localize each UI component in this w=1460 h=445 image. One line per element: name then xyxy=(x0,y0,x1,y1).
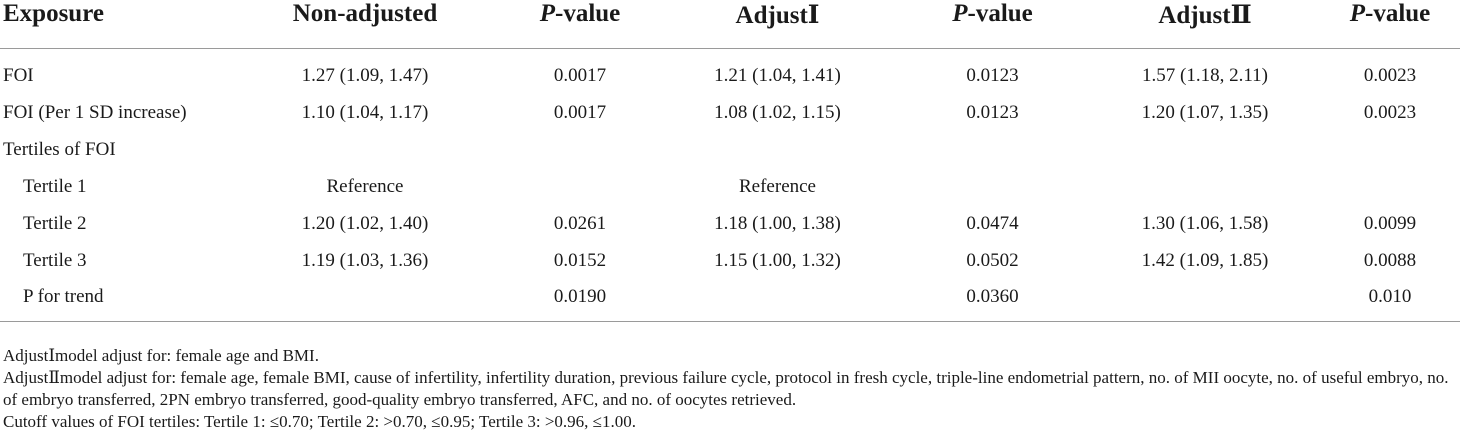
footnote-adjust-2: AdjustⅡmodel adjust for: female age, fem… xyxy=(3,368,1449,409)
header-exposure: Exposure xyxy=(3,0,104,27)
row-label: Tertile 3 xyxy=(23,249,87,271)
table-cell xyxy=(1090,168,1320,205)
footnote-adjust-1: AdjustⅠmodel adjust for: female age and … xyxy=(3,346,319,365)
table-cell: 1.18 (1.00, 1.38) xyxy=(714,212,841,234)
table-row: Tertile 2 1.20 (1.02, 1.40) 0.0261 1.18 … xyxy=(0,205,1460,242)
table-cell: 0.010 xyxy=(1368,285,1412,307)
table-cell: 0.0261 xyxy=(553,212,607,234)
row-label: Tertiles of FOI xyxy=(3,138,116,160)
table-cell: 0.0023 xyxy=(1363,65,1417,87)
table-cell: 1.10 (1.04, 1.17) xyxy=(301,101,429,123)
table-cell: 1.57 (1.18, 2.11) xyxy=(1142,65,1268,87)
table-cell: 0.0190 xyxy=(553,285,607,307)
table-cell: 1.15 (1.00, 1.32) xyxy=(714,249,841,271)
table-footnotes: AdjustⅠmodel adjust for: female age and … xyxy=(3,345,1453,433)
table-row: Tertiles of FOI xyxy=(0,131,1460,168)
table-cell: 0.0474 xyxy=(966,212,1019,234)
header-adjust-1: AdjustⅠ xyxy=(735,2,820,29)
table-cell xyxy=(500,168,660,205)
row-label: FOI (Per 1 SD increase) xyxy=(3,101,187,123)
table-cell: 0.0360 xyxy=(966,285,1019,307)
table-cell: 1.42 (1.09, 1.85) xyxy=(1141,249,1269,271)
row-label: Tertile 2 xyxy=(23,212,87,234)
table-cell: 0.0017 xyxy=(553,101,607,123)
results-table-container: Exposure Non-adjusted P-value AdjustⅠ P-… xyxy=(0,0,1460,321)
table-cell: 0.0099 xyxy=(1363,212,1417,234)
header-p-value-3: P-value xyxy=(1349,0,1431,27)
table-cell: Reference xyxy=(326,175,404,197)
table-cell xyxy=(230,131,500,168)
table-row: Tertile 1 Reference Reference xyxy=(0,168,1460,205)
table-cell xyxy=(895,131,1090,168)
table-cell xyxy=(1320,168,1460,205)
row-label: FOI xyxy=(3,65,34,87)
header-adjust-2: AdjustⅡ xyxy=(1158,2,1252,29)
table-cell xyxy=(660,131,895,168)
table-cell: 1.20 (1.02, 1.40) xyxy=(301,212,429,234)
table-cell: 0.0502 xyxy=(966,249,1019,271)
table-cell: 1.30 (1.06, 1.58) xyxy=(1141,212,1269,234)
table-cell: 1.20 (1.07, 1.35) xyxy=(1141,101,1269,123)
table-cell: 1.21 (1.04, 1.41) xyxy=(714,65,841,87)
table-cell xyxy=(1320,131,1460,168)
table-cell xyxy=(230,279,500,321)
table-cell xyxy=(500,131,660,168)
table-cell: 0.0088 xyxy=(1363,249,1417,271)
table-row: P for trend 0.0190 0.0360 0.010 xyxy=(0,279,1460,321)
table-cell: Reference xyxy=(739,175,816,197)
row-label: P for trend xyxy=(23,285,104,307)
table-cell xyxy=(895,168,1090,205)
header-p-value-1: P-value xyxy=(539,0,621,27)
table-row: FOI 1.27 (1.09, 1.47) 0.0017 1.21 (1.04,… xyxy=(0,48,1460,94)
header-p-value-2: P-value xyxy=(952,0,1033,27)
row-label: Tertile 1 xyxy=(23,175,87,197)
table-cell: 0.0017 xyxy=(553,65,607,87)
table-cell xyxy=(1090,279,1320,321)
table-cell: 1.08 (1.02, 1.15) xyxy=(714,101,841,123)
table-cell: 1.19 (1.03, 1.36) xyxy=(301,249,429,271)
table-cell: 0.0123 xyxy=(966,65,1019,87)
table-cell: 0.0152 xyxy=(553,249,607,271)
table-cell: 0.0023 xyxy=(1363,101,1417,123)
footnote-tertile-cutoffs: Cutoff values of FOI tertiles: Tertile 1… xyxy=(3,412,637,431)
table-cell: 0.0123 xyxy=(966,101,1019,123)
table-cell xyxy=(1090,131,1320,168)
table-row: FOI (Per 1 SD increase) 1.10 (1.04, 1.17… xyxy=(0,94,1460,131)
table-header-row: Exposure Non-adjusted P-value AdjustⅠ P-… xyxy=(0,0,1460,48)
table-cell: 1.27 (1.09, 1.47) xyxy=(301,65,429,87)
header-non-adjusted: Non-adjusted xyxy=(292,0,438,27)
table-cell xyxy=(660,279,895,321)
table-row: Tertile 3 1.19 (1.03, 1.36) 0.0152 1.15 … xyxy=(0,242,1460,279)
results-table: Exposure Non-adjusted P-value AdjustⅠ P-… xyxy=(0,0,1460,321)
